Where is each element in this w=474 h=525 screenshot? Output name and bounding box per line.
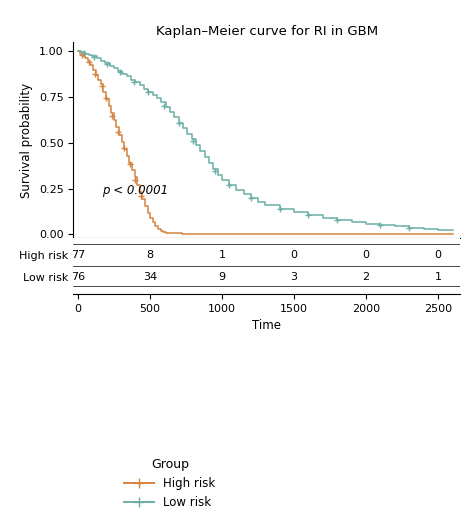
Text: 1: 1 xyxy=(435,272,442,282)
Text: 76: 76 xyxy=(71,272,85,282)
Title: Kaplan–Meier curve for RI in GBM: Kaplan–Meier curve for RI in GBM xyxy=(155,25,378,38)
Text: Number at risk: Number at risk xyxy=(167,254,266,267)
Text: 9: 9 xyxy=(219,272,226,282)
Text: 0: 0 xyxy=(435,250,442,260)
Text: 8: 8 xyxy=(146,250,154,260)
Text: p < 0.0001: p < 0.0001 xyxy=(102,184,168,197)
Text: 0: 0 xyxy=(291,250,298,260)
Text: 0: 0 xyxy=(363,250,370,260)
Text: 34: 34 xyxy=(143,272,157,282)
Y-axis label: Survival probability: Survival probability xyxy=(20,82,34,197)
Text: 3: 3 xyxy=(291,272,298,282)
Text: 1: 1 xyxy=(219,250,226,260)
Text: 2: 2 xyxy=(363,272,370,282)
X-axis label: Time: Time xyxy=(252,319,281,332)
Text: 77: 77 xyxy=(71,250,85,260)
Legend: High risk, Low risk: High risk, Low risk xyxy=(119,454,220,514)
